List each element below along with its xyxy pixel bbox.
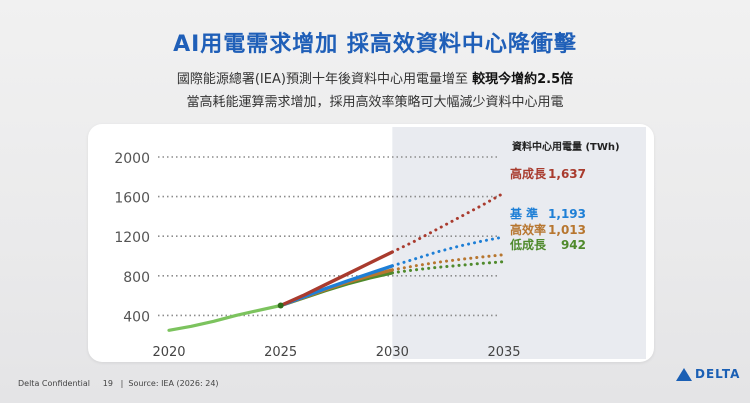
series-value-label-3: 942: [561, 238, 586, 252]
logo-text: DELTA: [695, 367, 741, 381]
y-tick-label: 1200: [114, 230, 150, 246]
series-value-label-1: 1,193: [548, 207, 586, 221]
series-dotted-3: [390, 260, 506, 275]
series-name-label-3: 低成長: [509, 237, 547, 252]
series-name-label-1: 基 準: [509, 206, 538, 221]
y-tick-label: 800: [123, 270, 150, 286]
delta-logo: DELTA: [676, 364, 740, 384]
footer-confidential: Delta Confidential: [18, 379, 91, 388]
series-dotted-2: [390, 253, 506, 272]
y-axis-label: 資料中心用電量 (TWh): [512, 140, 620, 153]
y-tick-label: 1600: [114, 191, 150, 207]
series-dotted-0: [390, 191, 506, 254]
x-tick-label: 2020: [152, 345, 185, 360]
junction-point: [277, 302, 284, 309]
subtitle-line-1: 國際能源總署(IEA)預測十年後資料中心用電量增至 較現今增約2.5倍: [0, 68, 750, 87]
series-dotted-1: [390, 235, 506, 268]
subtitle-line-2: 當高耗能運算需求增加，採用高效率策略可大幅減少資料中心用電: [186, 95, 564, 110]
footer-source: Source: IEA (2026: 24): [128, 379, 219, 388]
footer: Delta Confidential 19 | Source: IEA (202…: [18, 379, 219, 388]
x-tick-label: 2035: [487, 345, 520, 360]
historical-line: [167, 303, 283, 332]
series-name-label-0: 高成長: [510, 166, 547, 181]
page-number: 19: [102, 379, 113, 388]
x-tick-label: 2030: [376, 345, 409, 360]
x-tick-label: 2025: [264, 345, 297, 360]
slide-title: AI用電需求增加 採高效資料中心降衝擊: [173, 32, 577, 57]
projection-shade: [392, 127, 646, 359]
series-value-label-2: 1,013: [548, 223, 586, 237]
y-tick-label: 400: [123, 309, 150, 325]
series-value-label-0: 1,637: [548, 167, 586, 181]
subtitle-1-prefix: 國際能源總署(IEA)預測十年後資料中心用電量增至: [176, 72, 468, 87]
subtitle-1-emphasis: 較現今增約2.5倍: [472, 72, 574, 87]
y-tick-label: 2000: [114, 151, 150, 167]
delta-triangle-icon: [676, 367, 692, 381]
series-name-label-2: 高效率: [510, 222, 546, 237]
series-solid-0: [279, 250, 394, 308]
